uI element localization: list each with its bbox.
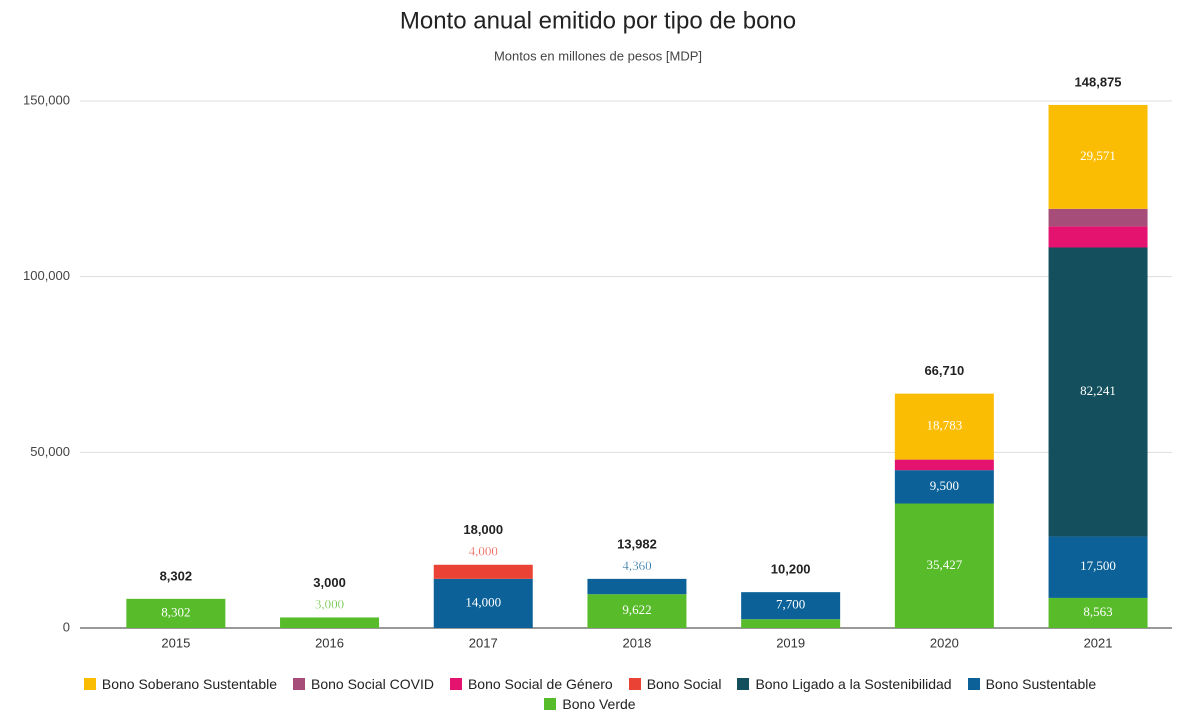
legend-label: Bono Social COVID bbox=[311, 676, 434, 692]
legend-item: Bono Sustentable bbox=[967, 676, 1097, 692]
data-label: 17,500 bbox=[1080, 558, 1116, 573]
x-tick-label: 2018 bbox=[622, 635, 651, 650]
legend-swatch bbox=[737, 678, 750, 690]
data-label: 29,571 bbox=[1080, 148, 1116, 163]
legend-label: Bono Social de Género bbox=[467, 676, 613, 692]
data-label: 9,622 bbox=[622, 602, 651, 617]
total-label: 3,000 bbox=[313, 575, 346, 590]
bar-segment bbox=[741, 619, 841, 628]
bar-segment bbox=[894, 459, 994, 471]
legend-label: Bono Soberano Sustentable bbox=[101, 676, 277, 692]
bar-segment bbox=[1048, 597, 1148, 628]
legend-item: Bono Ligado a la Sostenibilidad bbox=[737, 676, 952, 692]
bar-segment bbox=[894, 393, 994, 460]
data-label: 3,000 bbox=[315, 596, 344, 611]
x-tick-label: 2017 bbox=[469, 635, 498, 650]
legend-label: Bono Ligado a la Sostenibilidad bbox=[755, 676, 952, 692]
chart-subtitle: Montos en millones de pesos [MDP] bbox=[494, 48, 702, 63]
legend-swatch bbox=[544, 698, 557, 710]
bar-segment bbox=[894, 503, 994, 628]
bar-segment bbox=[1048, 226, 1148, 248]
legend-swatch bbox=[83, 678, 96, 690]
x-tick-label: 2015 bbox=[161, 635, 190, 650]
data-label: 14,000 bbox=[465, 594, 501, 609]
y-tick-label: 100,000 bbox=[23, 268, 70, 283]
x-tick-label: 2020 bbox=[930, 635, 959, 650]
legend-label: Bono Sustentable bbox=[985, 676, 1097, 692]
data-label: 8,302 bbox=[161, 604, 190, 619]
total-label: 13,982 bbox=[617, 536, 657, 551]
bar-segment bbox=[1048, 104, 1148, 209]
legend-item: Bono Social de Género bbox=[449, 676, 613, 692]
data-label: 8,563 bbox=[1083, 604, 1112, 619]
total-label: 18,000 bbox=[463, 522, 503, 537]
chart-title: Monto anual emitido por tipo de bono bbox=[400, 7, 796, 34]
data-label: 35,427 bbox=[926, 557, 962, 572]
bar-segment bbox=[587, 594, 687, 628]
bar-segment bbox=[894, 470, 994, 504]
total-label: 66,710 bbox=[924, 363, 964, 378]
data-label: 9,500 bbox=[930, 478, 959, 493]
legend-item: Bono Soberano Sustentable bbox=[83, 676, 277, 692]
chart: Monto anual emitido por tipo de bono Mon… bbox=[23, 7, 1172, 650]
legend-swatch bbox=[449, 678, 462, 690]
y-tick-label: 150,000 bbox=[23, 92, 70, 107]
legend-label: Bono Verde bbox=[562, 696, 636, 712]
x-tick-label: 2016 bbox=[315, 635, 344, 650]
legend-item: Bono Verde bbox=[544, 696, 636, 712]
bar-segment bbox=[1048, 208, 1148, 227]
data-label: 4,000 bbox=[469, 544, 498, 559]
bar-segment bbox=[587, 578, 687, 595]
bar-segment bbox=[280, 617, 380, 628]
data-label: 18,783 bbox=[926, 418, 962, 433]
legend-item: Bono Social bbox=[628, 676, 722, 692]
bar-segment bbox=[433, 578, 533, 628]
bar-segment bbox=[741, 592, 841, 620]
legend-swatch bbox=[967, 678, 980, 690]
bar-segment bbox=[433, 564, 533, 579]
bar-segment bbox=[1048, 247, 1148, 537]
total-label: 10,200 bbox=[771, 562, 811, 577]
bar-segment bbox=[1048, 536, 1148, 598]
total-label: 148,875 bbox=[1075, 74, 1122, 89]
x-tick-label: 2019 bbox=[776, 635, 805, 650]
total-label: 8,302 bbox=[160, 568, 193, 583]
legend-label: Bono Social bbox=[646, 676, 722, 692]
legend: Bono Soberano Sustentable Bono Social COV… bbox=[40, 676, 1140, 712]
data-label: 7,700 bbox=[776, 597, 805, 612]
x-tick-label: 2021 bbox=[1084, 635, 1113, 650]
legend-item: Bono Social COVID bbox=[293, 676, 434, 692]
data-label: 4,360 bbox=[622, 558, 651, 573]
legend-swatch bbox=[293, 678, 305, 690]
legend-swatch bbox=[628, 678, 641, 690]
data-label: 82,241 bbox=[1080, 383, 1116, 398]
y-tick-label: 0 bbox=[63, 619, 70, 634]
bar-segment bbox=[126, 598, 226, 628]
y-tick-label: 50,000 bbox=[30, 444, 70, 459]
